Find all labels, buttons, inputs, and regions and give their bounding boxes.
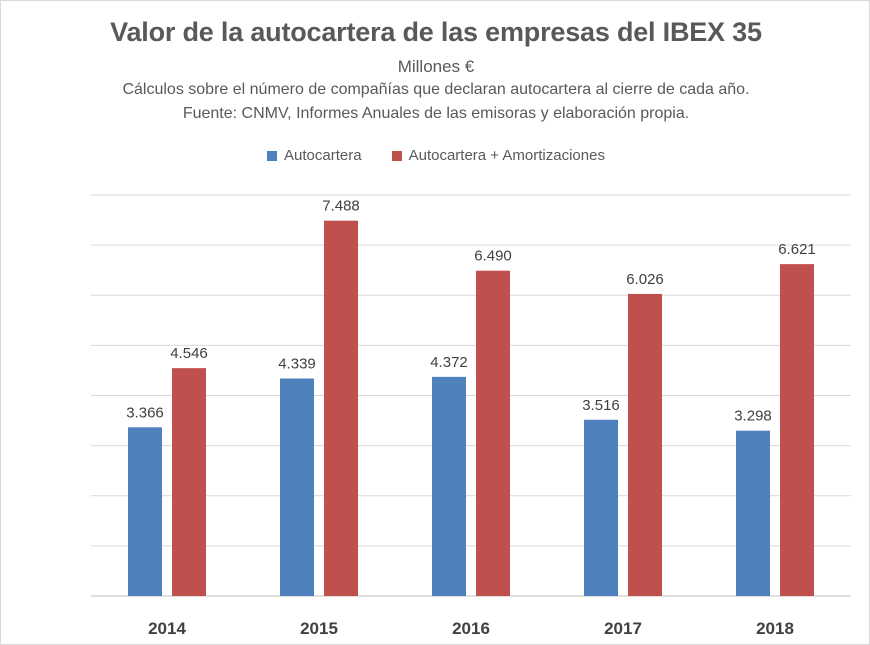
chart-source: Fuente: CNMV, Informes Anuales de las em… [182, 105, 690, 122]
bar-autocartera-amortizaciones-2017 [628, 293, 662, 596]
data-label: 3.298 [734, 408, 772, 425]
chart-units: Millones € [397, 57, 475, 76]
bar-autocartera-amortizaciones-2016 [476, 270, 510, 596]
data-label: 3.366 [126, 404, 164, 421]
data-label: 7.488 [322, 198, 360, 215]
chart-note: Cálculos sobre el número de compañías qu… [122, 81, 750, 98]
x-tick-label: 2015 [300, 619, 338, 638]
data-label: 6.490 [474, 248, 512, 265]
data-label: 4.339 [278, 356, 316, 373]
data-label: 4.546 [170, 345, 208, 362]
legend-label-autocartera: Autocartera [284, 147, 362, 164]
data-label: 6.621 [778, 241, 816, 258]
data-label: 6.026 [626, 271, 664, 288]
x-tick-label: 2016 [452, 619, 490, 638]
x-tick-label: 2018 [756, 619, 794, 638]
legend-item-autocartera-amortizaciones: Autocartera + Amortizaciones [391, 147, 605, 164]
bar-autocartera-amortizaciones-2018 [780, 264, 814, 596]
legend-item-autocartera: Autocartera [267, 147, 362, 164]
bar-autocartera-2014 [128, 427, 162, 596]
bar-autocartera-amortizaciones-2015 [324, 220, 358, 596]
bar-autocartera-2015 [280, 378, 314, 596]
legend-swatch-autocartera-amortizaciones [391, 150, 402, 161]
x-tick-label: 2014 [148, 619, 186, 638]
x-tick-label: 2017 [604, 619, 642, 638]
legend-label-autocartera-amortizaciones: Autocartera + Amortizaciones [408, 147, 605, 164]
legend-swatch-autocartera [267, 150, 278, 161]
data-label: 4.372 [430, 354, 468, 371]
data-label: 3.516 [582, 397, 620, 414]
chart-legend: Autocartera Autocartera + Amortizaciones [1, 147, 870, 164]
chart-title: Valor de la autocartera de las empresas … [110, 17, 762, 47]
bar-autocartera-amortizaciones-2014 [172, 368, 206, 596]
bar-autocartera-2018 [736, 430, 770, 596]
bar-autocartera-2017 [584, 419, 618, 596]
bar-autocartera-2016 [432, 376, 466, 596]
